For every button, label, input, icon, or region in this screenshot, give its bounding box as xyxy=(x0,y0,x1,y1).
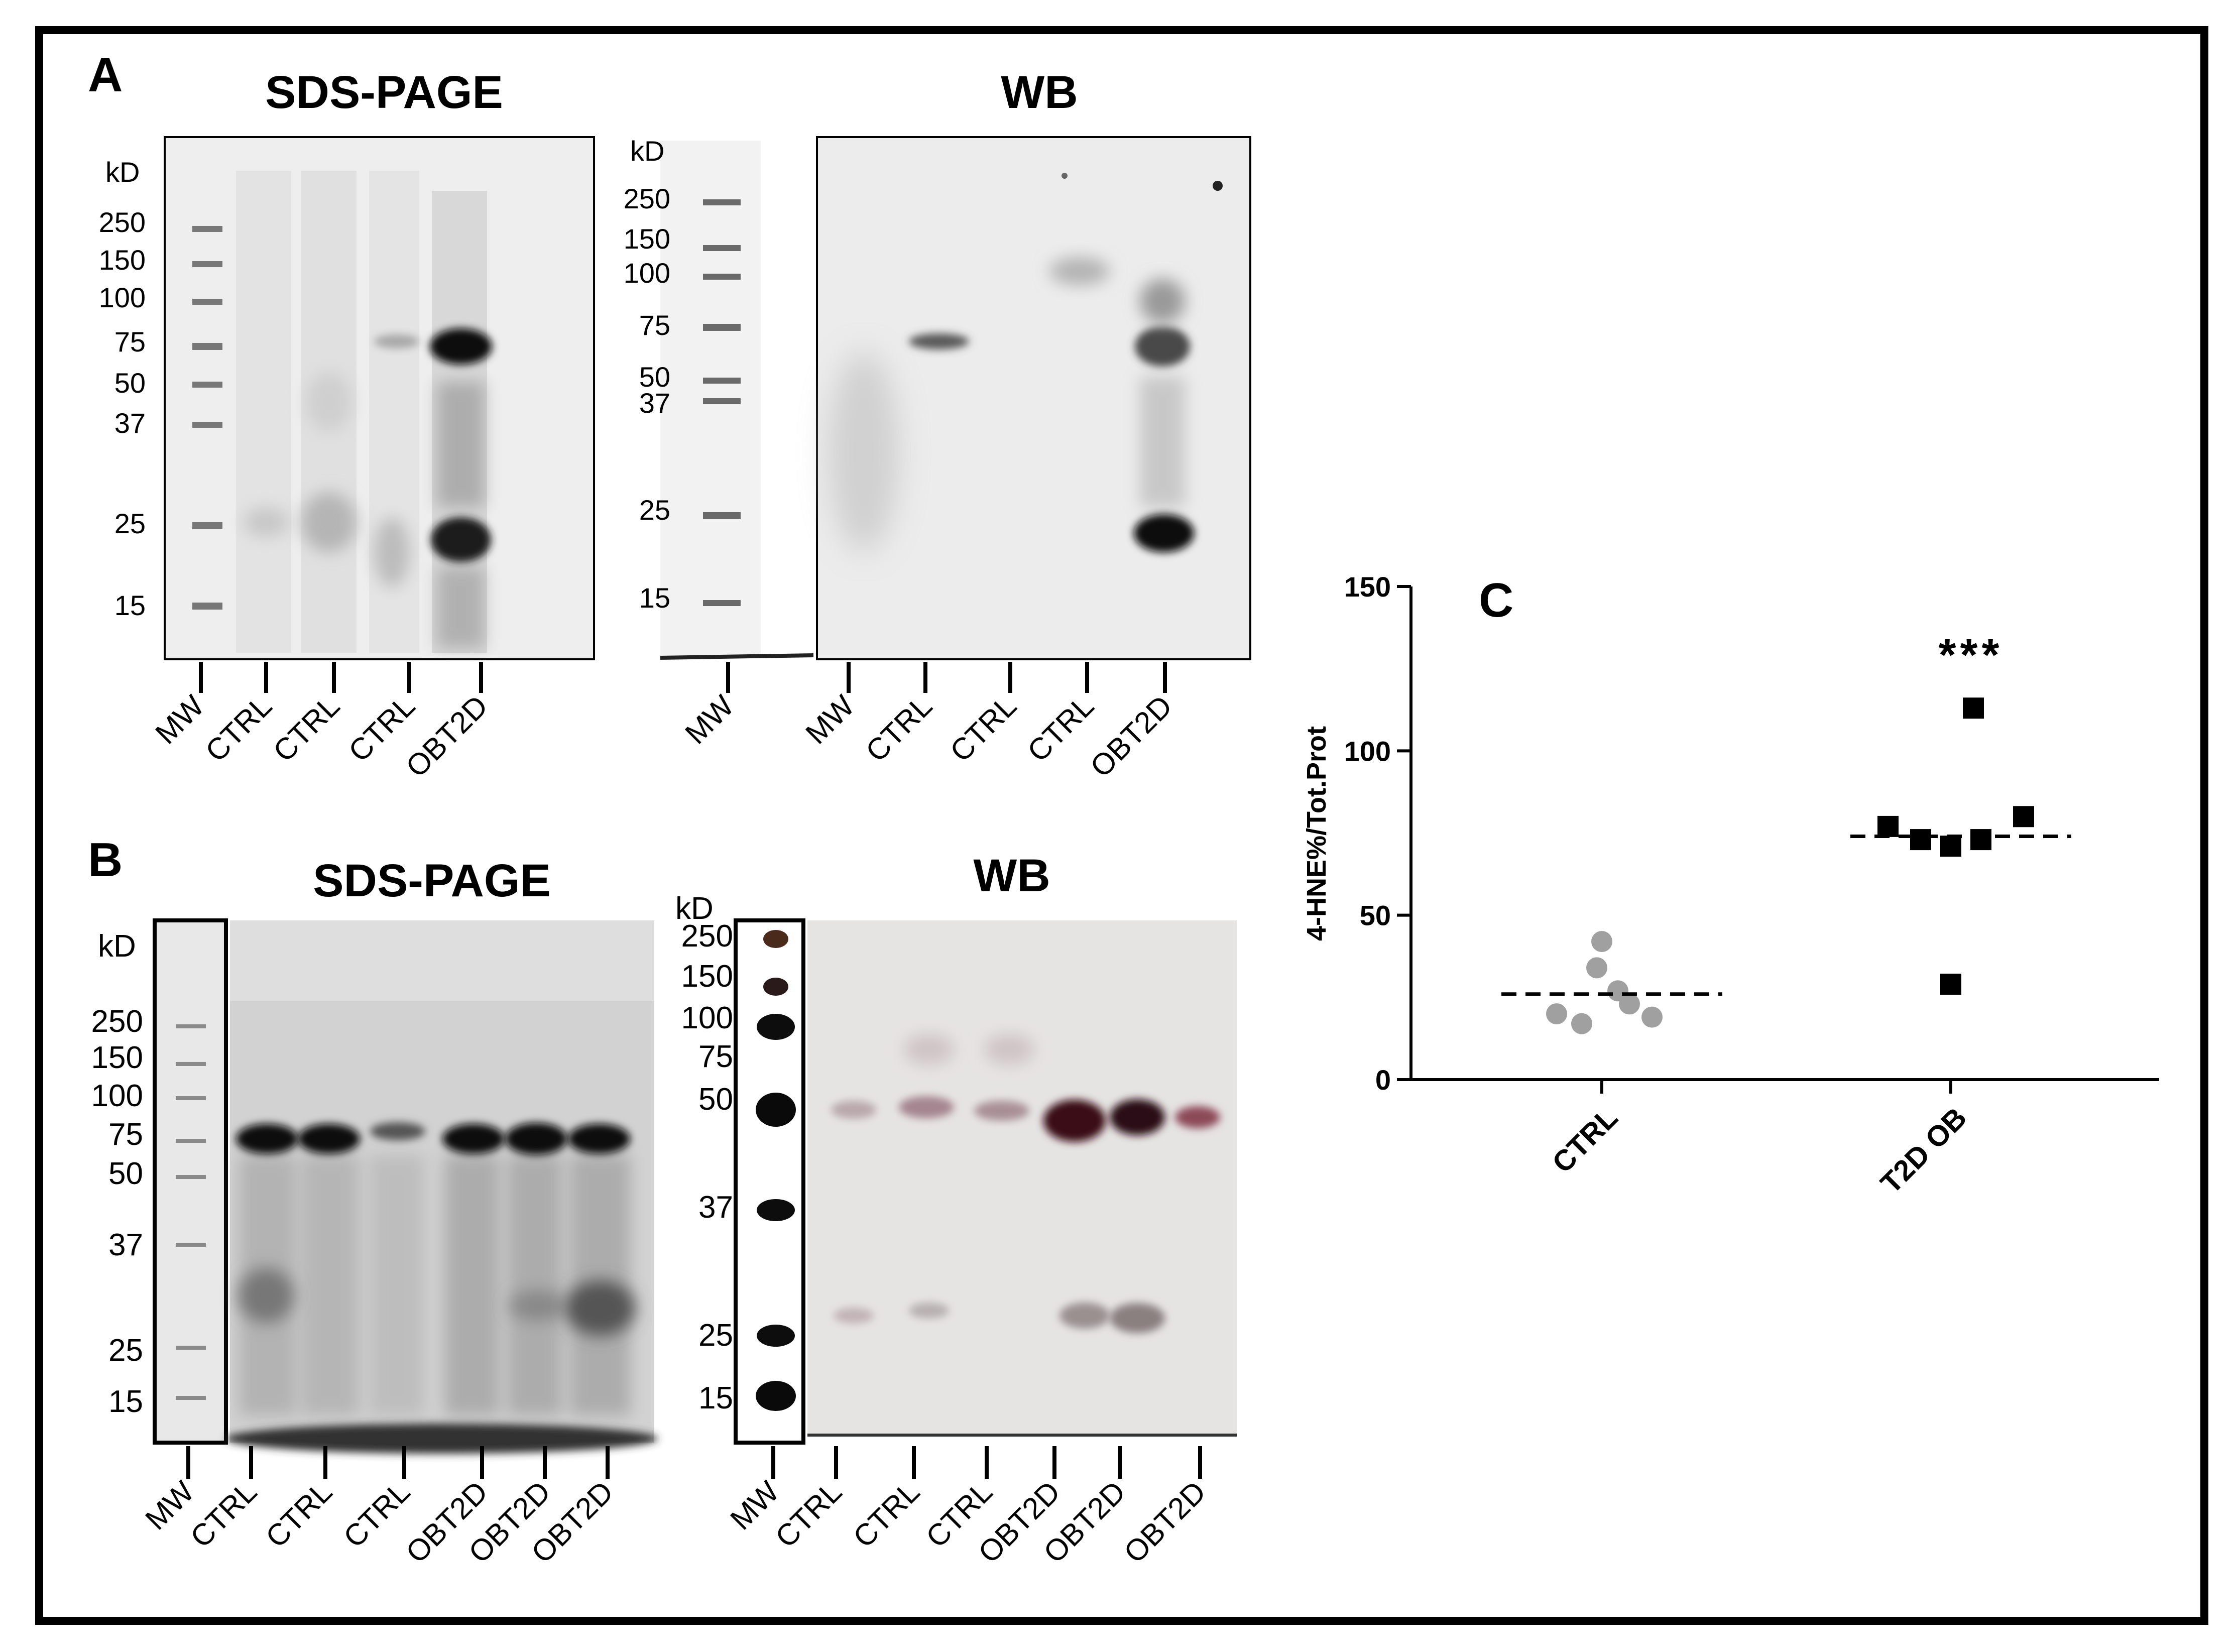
panel-c-label: C xyxy=(1479,573,1513,627)
panel-b-wb-marker: 100 xyxy=(681,1001,733,1035)
data-point xyxy=(1877,815,1899,837)
panel-a-sds-marker: 15 xyxy=(114,589,146,621)
panel-a-wb-marker: 100 xyxy=(624,257,670,289)
panel-b-sds-kd-label: kD xyxy=(98,929,136,964)
data-point xyxy=(1940,836,1961,857)
data-point xyxy=(1586,957,1607,979)
panel-b-sds-marker: 250 xyxy=(91,1004,143,1039)
panel-b-wb-blot xyxy=(807,920,1237,1437)
panel-b-wb-marker: 50 xyxy=(698,1082,733,1117)
panel-b-sds-gel xyxy=(153,918,658,1454)
y-axis-label: 4-HNE%/Tot.Prot xyxy=(1302,726,1332,941)
panel-b-wb-marker: 15 xyxy=(698,1381,733,1415)
data-point xyxy=(1940,974,1961,995)
y-tick-label: 50 xyxy=(1360,900,1391,931)
y-tick-label: 100 xyxy=(1344,735,1391,767)
data-point xyxy=(1619,993,1640,1015)
panel-a-wb-marker: 50 xyxy=(639,361,670,393)
panel-b-sds-marker: 37 xyxy=(108,1228,143,1262)
panel-b-wb-lane-ticks xyxy=(771,1446,1202,1479)
panel-a-sds-lane-ticks xyxy=(199,662,483,693)
significance-marker: *** xyxy=(1938,630,2003,680)
panel-b-wb-marker: 250 xyxy=(681,919,733,954)
data-point xyxy=(1641,1006,1663,1028)
data-point xyxy=(1591,931,1612,953)
panel-a-wb-marker: 150 xyxy=(624,223,670,255)
data-point xyxy=(2013,806,2034,828)
panel-b-wb-marker: 75 xyxy=(698,1039,733,1074)
panel-b-wb-kd-label: kD xyxy=(675,891,714,926)
panel-b-sds-marker: 150 xyxy=(91,1040,143,1075)
panel-b-sds-marker: 75 xyxy=(108,1117,143,1152)
panel-b-wb-ladder xyxy=(734,918,805,1445)
panel-b-sds-marker: 100 xyxy=(91,1079,143,1113)
panel-a-sds-marker: 75 xyxy=(114,326,146,358)
panel-a-sds-title: SDS-PAGE xyxy=(265,67,503,118)
panel-a-wb-marker: 25 xyxy=(639,494,670,526)
panel-b-label: B xyxy=(88,833,123,887)
panel-b-sds-marker: 50 xyxy=(108,1156,143,1191)
panel-a-sds-marker: 150 xyxy=(99,244,146,276)
panel-b-sds-marker: 15 xyxy=(108,1384,143,1419)
y-tick-label: 150 xyxy=(1344,571,1391,603)
panel-a-sds-marker: 25 xyxy=(114,508,146,539)
panel-a-wb-lane-ticks xyxy=(726,662,1167,693)
panel-a-label: A xyxy=(88,48,123,102)
panel-b-sds-lane-ticks xyxy=(186,1446,610,1479)
data-point xyxy=(1910,829,1931,851)
panel-a-wb-kd-label: kD xyxy=(630,135,664,167)
panel-a-wb-marker: 75 xyxy=(639,309,670,341)
panel-a-wb-blot xyxy=(816,136,1251,660)
panel-a-wb-marker: 15 xyxy=(639,582,670,614)
data-point xyxy=(1970,829,1991,851)
panel-a-wb-marker: 250 xyxy=(624,183,670,214)
panel-a-wb-ladder xyxy=(660,141,814,660)
panel-b-wb-marker: 150 xyxy=(681,959,733,994)
panel-a-sds-marker: 250 xyxy=(99,206,146,238)
data-point xyxy=(1546,1003,1567,1025)
data-point xyxy=(1963,697,1984,719)
panel-a-sds-gel xyxy=(164,136,595,660)
panel-a-sds-kd-label: kD xyxy=(105,156,140,188)
panel-a-sds-marker: 50 xyxy=(114,367,146,399)
panel-a-wb-marker: 37 xyxy=(639,387,670,419)
y-tick-label: 0 xyxy=(1375,1064,1391,1096)
panel-b-sds-title: SDS-PAGE xyxy=(313,855,551,906)
panel-a-wb-title: WB xyxy=(1001,67,1078,118)
panel-a-sds-marker: 100 xyxy=(99,282,146,313)
panel-b-wb-title: WB xyxy=(973,850,1050,901)
panel-b-sds-marker: 25 xyxy=(108,1333,143,1368)
panel-a-sds-marker: 37 xyxy=(114,407,146,439)
panel-b-wb-marker: 25 xyxy=(698,1318,733,1353)
panel-b-wb-marker: 37 xyxy=(698,1190,733,1225)
data-point xyxy=(1571,1013,1592,1034)
